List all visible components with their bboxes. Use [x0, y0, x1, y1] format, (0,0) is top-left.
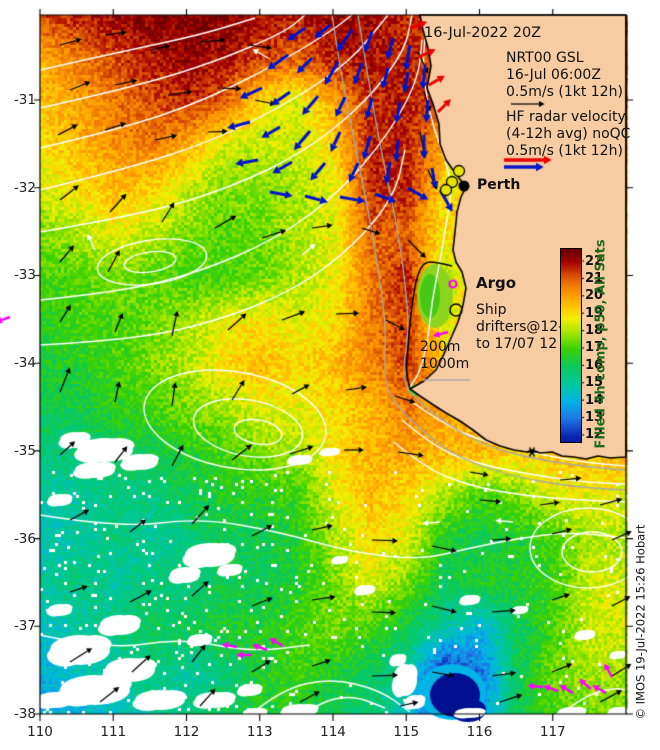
y-tick-label: -35	[13, 442, 36, 459]
x-tick-label: 113	[246, 724, 273, 740]
hf-scale-label: 0.5m/s (1kt 12h)	[506, 143, 623, 159]
model-scale-label: 0.5m/s (1kt 12h)	[506, 84, 623, 100]
timestamp-title: 16-Jul-2022 20Z	[424, 25, 542, 41]
x-tick-label: 115	[393, 724, 420, 740]
x-tick-label: 117	[539, 724, 566, 740]
legend-drifters-label-1: drifters@12-	[476, 320, 560, 335]
colorbar-tick-label: 13	[585, 410, 604, 426]
x-tick-label: 114	[320, 724, 346, 740]
hf-radar-label-2: (4-12h avg) noQC	[506, 126, 631, 142]
x-tick-label: 110	[27, 724, 53, 740]
perth-city-label: Perth	[477, 177, 521, 193]
y-tick-label: -37	[13, 618, 36, 635]
y-tick-label: -32	[13, 179, 36, 196]
colorbar-tick-label: 18	[585, 323, 604, 339]
y-tick-label: -36	[13, 530, 36, 547]
colorbar-tick-label: 16	[585, 357, 604, 373]
model-time-label: 16-Jul 06:00Z	[506, 67, 601, 83]
colorbar-tick-label: 14	[585, 392, 604, 408]
legend-drifters-label-2: to 17/07 12	[476, 337, 558, 352]
x-tick-label: 116	[466, 724, 493, 740]
colorbar-tick-label: 12	[585, 427, 604, 443]
legend-ship-label: Ship	[476, 302, 507, 318]
y-tick-label: -33	[13, 267, 36, 284]
x-tick-label: 111	[100, 724, 127, 740]
colorbar-tick-label: 15	[585, 375, 604, 391]
copyright-label: © IMOS 19-Jul-2022 15:26 Hobart	[633, 524, 648, 720]
colorbar-tick-label: 21	[585, 270, 604, 286]
y-tick-label: -31	[13, 92, 36, 109]
colorbar	[560, 248, 582, 443]
x-tick-label: 112	[173, 724, 200, 740]
hf-radar-label-1: HF radar velocity	[506, 109, 626, 125]
isobath-200m-label: 200m	[420, 339, 461, 355]
colorbar-label: Filled 4h comp, p50, All Sats	[593, 239, 609, 449]
isobath-1000m-label: 1000m	[420, 356, 470, 372]
colorbar-tick-label: 17	[585, 340, 604, 356]
legend-argo-label: Argo	[476, 274, 517, 292]
model-name-label: NRT00 GSL	[506, 50, 584, 66]
y-tick-label: -38	[13, 706, 36, 722]
y-tick-label: -34	[13, 355, 36, 372]
colorbar-tick-label: 19	[585, 305, 604, 321]
colorbar-tick-label: 22	[585, 253, 604, 269]
colorbar-tick-label: 20	[585, 288, 604, 304]
